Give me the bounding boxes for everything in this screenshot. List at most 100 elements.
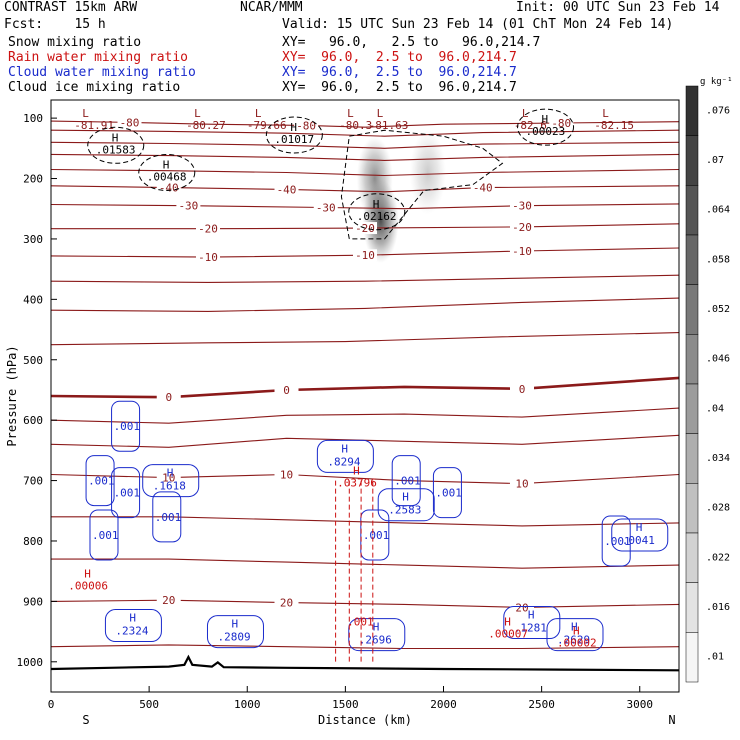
cloud-ice-max-marker: H: [290, 121, 297, 134]
contour-label-bg: [274, 383, 299, 396]
cloud-water-contour-label: .001: [88, 475, 115, 488]
colorbar-unit: g kg⁻¹: [700, 77, 733, 87]
cloud-water-contour-label: .001: [114, 420, 141, 433]
temperature-contour-label: 0: [165, 391, 172, 404]
temperature-contour-label: -10: [355, 249, 375, 262]
temperature-low-value: -80.27: [186, 119, 226, 132]
colorbar-tick-label: .016: [706, 602, 730, 613]
y-tick-label: 500: [23, 354, 43, 367]
cloud-ice-max-value: .01583: [96, 143, 136, 156]
y-tick-label: 700: [23, 475, 43, 488]
plot-frame: [50, 99, 680, 693]
cloud-ice-contour: [138, 153, 196, 191]
temperature-contour-label: -10: [198, 251, 218, 264]
contour-label-bg: [274, 468, 299, 481]
cloud-water-contour: [377, 488, 435, 522]
cloud-ice-contour: [517, 108, 575, 146]
cloud-water-contour: [316, 439, 374, 473]
temperature-contour-label: -10: [512, 245, 532, 258]
cloud-ice-max-marker: H: [112, 131, 119, 144]
temperature-contour-label: 0: [283, 384, 290, 397]
temperature-contour-label: -30: [178, 200, 198, 213]
contour-label-bg: [510, 477, 534, 490]
contour-label-bg: [156, 391, 181, 404]
temperature-contour-line: [50, 376, 680, 399]
colorbar-swatch: [685, 284, 699, 335]
cloud-water-contour: [611, 518, 669, 552]
cloud-water-max-marker: H: [167, 467, 174, 480]
cloud-ice-contour: [265, 116, 323, 154]
cloud-water-max-marker: H: [129, 612, 136, 625]
temperature-low-value: -79.66: [247, 119, 287, 132]
cloud-ice-contour: [348, 193, 406, 231]
colorbar-tick-label: .046: [706, 354, 730, 365]
cloud-water-max-value: .2583: [388, 504, 421, 517]
temperature-contour-label: 20: [280, 597, 293, 610]
temperature-contour-line: [50, 168, 680, 177]
colorbar-tick-label: .01: [706, 652, 724, 663]
y-tick-label: 200: [23, 173, 43, 186]
cloud-ice-contour: [87, 126, 145, 164]
temperature-contour-line: [50, 434, 680, 448]
cloud-ice-max-value: .00468: [147, 170, 187, 183]
temperature-contour-line: [50, 129, 680, 137]
cloud-water-max-value: .2324: [115, 625, 148, 638]
temperature-low-value: -82.15: [594, 119, 634, 132]
cloud-water-max-value: .2696: [359, 634, 392, 647]
colorbar-swatch: [685, 483, 699, 534]
contour-label-bg: [510, 382, 534, 395]
cloud-water-max-value: .8294: [327, 455, 360, 468]
colorbar-tick-label: .064: [706, 205, 730, 216]
temperature-contour-label: -40: [473, 182, 493, 195]
colorbar-swatch: [685, 433, 699, 484]
temperature-contour-label: -80: [551, 117, 571, 130]
cloud-water-contour: [111, 400, 141, 452]
center-title: NCAR/MMM: [240, 0, 303, 15]
contour-label-bg: [510, 601, 534, 614]
colorbar-swatch: [685, 334, 699, 385]
cloud-water-contour: [360, 509, 390, 561]
temperature-contour-line: [50, 120, 680, 128]
colorbar-swatch: [685, 532, 699, 583]
temperature-contour-label: 20: [515, 601, 528, 614]
x-tick-label: 2500: [528, 698, 555, 711]
y-tick-label: 400: [23, 293, 43, 306]
axes-layer: 0 500 1000 1500 2000 2500 30001002003004005006…: [5, 99, 680, 727]
cloud-water-max-marker: H: [571, 621, 578, 634]
colorbar-tick-label: .076: [706, 105, 730, 116]
temperature-low-value: -82.6: [514, 119, 547, 132]
rain-water-max-marker: H: [353, 465, 360, 478]
contour-label-bg: [196, 222, 220, 235]
temperature-contour-line: [51, 516, 680, 527]
contour-label-bg: [156, 471, 181, 484]
cloud-water-contour-layer: H.2324H.2809H.2696H.1618H.8294H.2583H.12…: [85, 400, 669, 652]
y-tick-label: 300: [23, 233, 43, 246]
cloud-water-max-marker: H: [373, 621, 380, 634]
snow-shade-blob: [409, 130, 446, 215]
terrain-layer: [50, 654, 680, 672]
rain-water-max-marker: H: [504, 616, 511, 629]
init-time: Init: 00 UTC Sun 23 Feb 14: [516, 0, 720, 15]
temperature-contour-line: [50, 153, 680, 161]
contour-label-bg: [353, 249, 377, 262]
temperature-low-marker: L: [522, 107, 529, 120]
y-axis-title: Pressure (hPa): [5, 345, 19, 446]
colorbar-tick-label: .028: [706, 503, 730, 514]
colorbar-tick-label: .07: [706, 155, 724, 166]
cloud-water-contour-label: .001: [114, 487, 141, 500]
contour-label-bg: [274, 183, 299, 196]
north-end-label: N: [668, 713, 675, 727]
temperature-low-marker: L: [347, 107, 354, 120]
temperature-contour-label: -80: [120, 116, 140, 129]
cloud-water-max-marker: H: [231, 618, 238, 631]
contour-label-bg: [156, 594, 181, 607]
colorbar-tick-label: .052: [706, 304, 730, 315]
rain-water-max-value: .00002: [557, 637, 597, 650]
cloud-water-max-marker: H: [636, 521, 643, 534]
colorbar-tick-label: .022: [706, 552, 730, 563]
y-tick-label: 600: [23, 414, 43, 427]
cloud-water-contour: [111, 467, 141, 519]
rain-water-max-value: .00006: [68, 579, 108, 592]
cloud-ice-max-marker: H: [542, 113, 549, 126]
